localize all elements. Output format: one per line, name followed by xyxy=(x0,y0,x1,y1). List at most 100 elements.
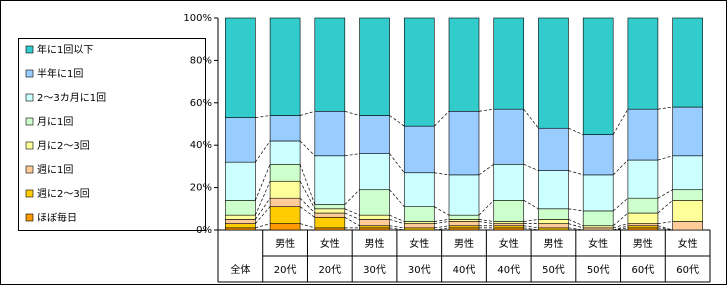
series-line xyxy=(255,198,271,220)
bar-segment xyxy=(225,214,256,220)
series-line xyxy=(255,181,271,216)
bar-segment xyxy=(672,189,703,201)
bar-segment xyxy=(314,212,346,218)
bar-segment xyxy=(627,108,659,161)
series-line xyxy=(478,221,494,224)
bar-segment xyxy=(493,200,525,222)
bar-segment xyxy=(225,17,256,118)
bar-segment xyxy=(314,204,346,210)
bar-segment xyxy=(627,227,659,231)
series-line xyxy=(612,197,629,212)
bar-segment xyxy=(538,227,569,231)
bar-segment xyxy=(359,225,390,229)
series-line xyxy=(612,159,629,176)
series-line xyxy=(478,163,494,176)
series-line xyxy=(299,223,315,229)
legend-label: ほぼ毎日 xyxy=(37,211,77,224)
bar-segment xyxy=(493,223,525,227)
x-tick-label: 60代 xyxy=(632,264,655,276)
series-line xyxy=(389,153,405,173)
series-line xyxy=(478,108,494,112)
legend-swatch xyxy=(25,45,34,54)
series-line xyxy=(389,219,405,224)
series-line xyxy=(568,223,584,229)
series-line xyxy=(657,155,673,161)
bar-segment xyxy=(403,227,435,231)
series-line xyxy=(299,206,316,218)
series-line xyxy=(389,214,405,222)
series-line xyxy=(523,163,539,171)
bar-segment xyxy=(359,115,390,154)
series-line xyxy=(344,189,360,205)
series-line xyxy=(523,108,539,129)
legend-label: 週に2～3回 xyxy=(37,188,90,200)
category-group-label: 女性 xyxy=(588,237,608,250)
bar-segment xyxy=(269,140,301,165)
category-group-label: 女性 xyxy=(320,237,340,250)
bar-segment xyxy=(582,174,614,212)
legend-label: 年に1回以下 xyxy=(37,43,93,56)
bar-segment xyxy=(269,180,301,199)
bar-segment xyxy=(225,223,256,229)
series-line xyxy=(434,206,450,216)
bar-segment xyxy=(225,161,256,201)
bar-segment xyxy=(538,17,569,129)
series-line xyxy=(255,223,271,229)
bar-segment xyxy=(672,106,703,157)
series-line xyxy=(299,181,316,209)
legend-box xyxy=(18,38,206,231)
bar-segment xyxy=(269,115,301,142)
bar-segment xyxy=(269,223,301,231)
bar-segment xyxy=(672,155,703,191)
series-line xyxy=(389,227,405,231)
category-group-label: 男性 xyxy=(454,237,474,250)
bar-segment xyxy=(225,200,256,216)
bar-segment xyxy=(359,219,390,227)
series-line xyxy=(568,127,584,135)
bar-segment xyxy=(269,163,301,182)
series-line xyxy=(299,110,315,116)
bar-segment xyxy=(627,212,659,224)
bar-segment xyxy=(269,17,301,116)
category-group-label: 女性 xyxy=(678,237,698,250)
series-line xyxy=(657,189,673,199)
legend-swatch xyxy=(25,189,34,198)
series-line xyxy=(478,219,494,222)
bar-segment xyxy=(403,125,435,174)
series-line xyxy=(299,197,316,214)
legend-swatch xyxy=(25,117,34,126)
legend-label: 月に2～3回 xyxy=(37,140,90,152)
bar-segment xyxy=(448,174,480,216)
bar-segment xyxy=(314,17,346,112)
series-line xyxy=(389,225,405,229)
series-line xyxy=(523,200,539,210)
bar-segment xyxy=(269,197,301,207)
bar-segment xyxy=(493,17,525,110)
bar-segment xyxy=(582,17,614,135)
legend-swatch xyxy=(25,93,34,102)
bar-segment xyxy=(225,117,256,163)
x-tick-label: 50代 xyxy=(587,264,610,276)
series-line xyxy=(255,206,271,224)
x-tick-label: 40代 xyxy=(497,264,520,276)
bar-segment xyxy=(582,227,614,231)
series-line xyxy=(344,216,360,227)
series-line xyxy=(657,200,673,214)
category-group-label: 女性 xyxy=(409,237,429,250)
y-tick-label: 40% xyxy=(190,140,212,151)
bar-segment xyxy=(582,134,614,176)
bar-segment xyxy=(493,227,525,231)
x-tick-label: 30代 xyxy=(363,264,386,276)
series-line xyxy=(344,110,360,116)
legend-label: 半年に1回 xyxy=(37,67,83,80)
series-line xyxy=(523,227,539,231)
legend-swatch xyxy=(25,69,34,78)
bar-segment xyxy=(448,110,480,176)
series-line xyxy=(612,212,629,227)
series-line xyxy=(434,227,450,231)
bar-segment xyxy=(493,221,525,224)
bar-segment xyxy=(225,219,256,224)
y-tick-label: 80% xyxy=(190,55,212,66)
bar-segment xyxy=(493,225,525,229)
bar-segment xyxy=(225,227,256,231)
